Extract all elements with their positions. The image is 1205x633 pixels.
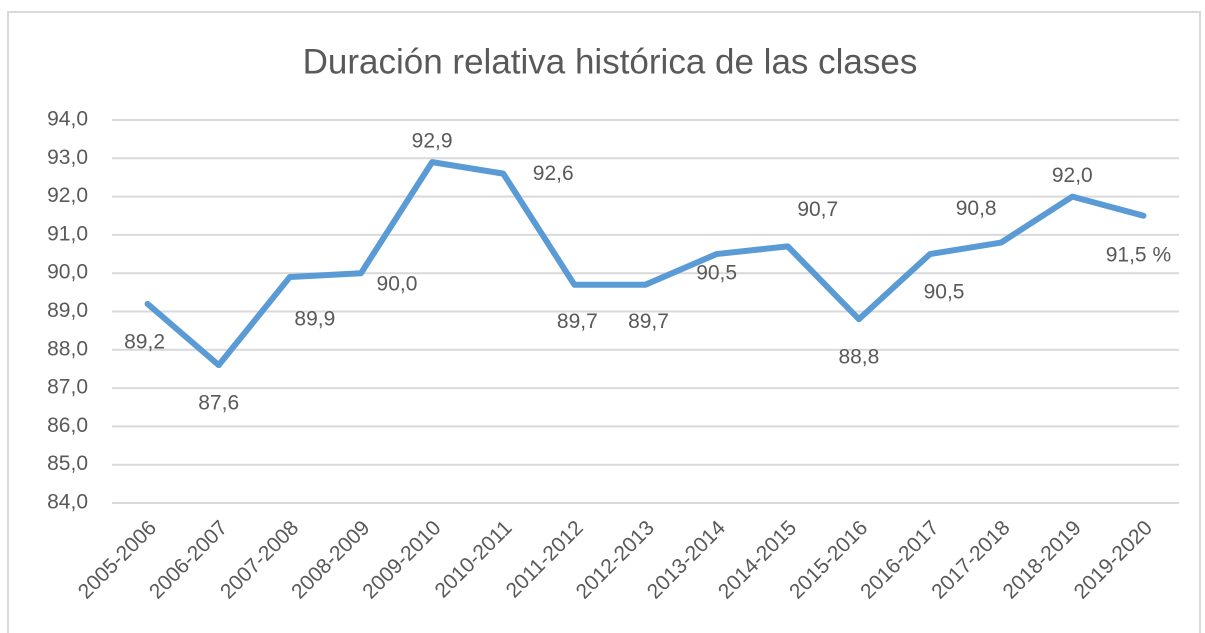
- data-label: 90,5: [924, 281, 965, 304]
- data-label: 91,5 %: [1106, 243, 1171, 266]
- y-tick-label: 88,0: [47, 337, 88, 360]
- data-label: 90,7: [797, 198, 838, 221]
- y-tick-label: 91,0: [47, 222, 88, 245]
- data-label: 88,8: [838, 346, 879, 369]
- chart-frame: [7, 11, 1201, 633]
- data-label: 92,9: [412, 130, 453, 153]
- data-label: 89,2: [124, 330, 165, 353]
- data-label: 90,5: [696, 262, 737, 285]
- y-tick-label: 93,0: [47, 146, 88, 169]
- y-tick-label: 92,0: [47, 184, 88, 207]
- y-tick-label: 85,0: [47, 452, 88, 475]
- data-label: 89,7: [628, 310, 669, 333]
- y-tick-label: 86,0: [47, 414, 88, 437]
- data-label: 90,0: [377, 273, 418, 296]
- data-label: 92,6: [533, 162, 574, 185]
- y-tick-label: 87,0: [47, 376, 88, 399]
- chart-title: Duración relativa histórica de las clase…: [303, 42, 918, 81]
- data-label: 89,9: [294, 308, 335, 331]
- data-label: 87,6: [198, 392, 239, 415]
- data-label: 89,7: [557, 310, 598, 333]
- y-tick-label: 90,0: [47, 261, 88, 284]
- y-tick-label: 84,0: [47, 491, 88, 514]
- data-line: [144, 159, 1147, 369]
- y-tick-label: 89,0: [47, 299, 88, 322]
- data-label: 90,8: [956, 197, 997, 220]
- data-label: 92,0: [1052, 164, 1093, 187]
- y-tick-label: 94,0: [47, 108, 88, 131]
